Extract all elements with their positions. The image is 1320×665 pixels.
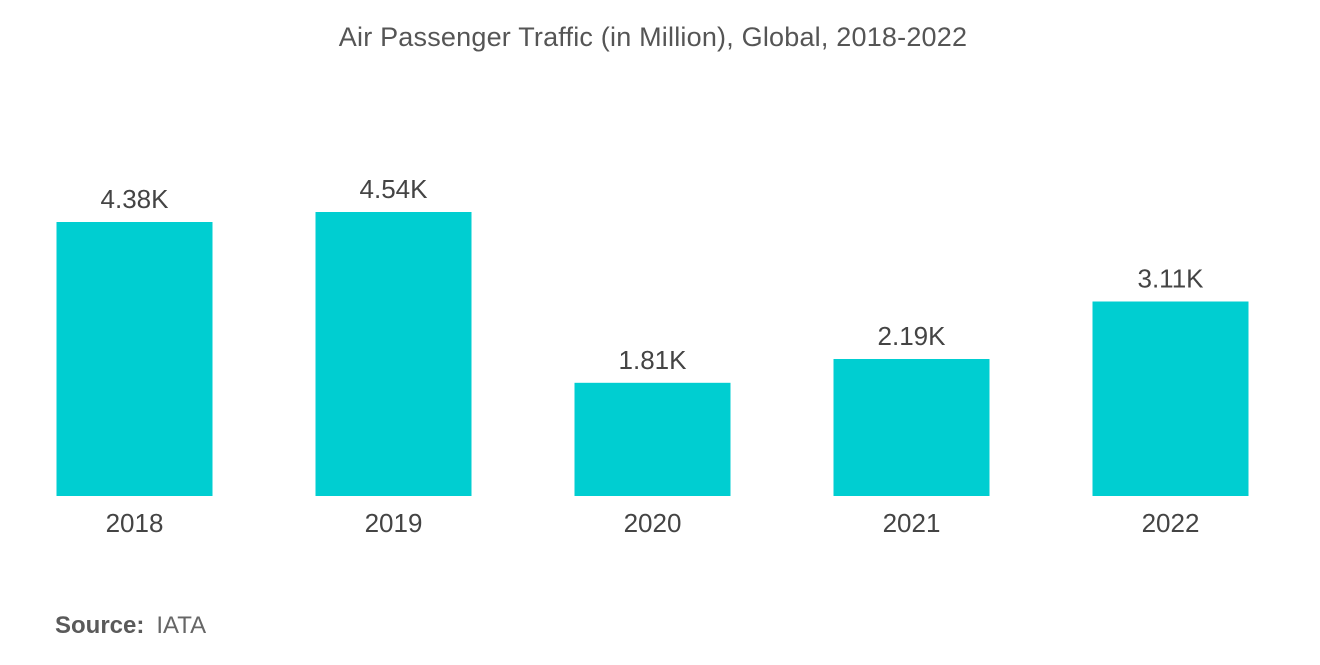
bar-2019 (315, 212, 472, 496)
x-tick-label-2022: 2022 (1142, 508, 1200, 538)
bar-2021 (833, 359, 990, 496)
bar-2020 (574, 382, 731, 496)
data-label-2021: 2.19K (878, 321, 947, 351)
data-label-2019: 4.54K (360, 174, 429, 204)
x-tick-label-2020: 2020 (624, 508, 682, 538)
bar-2022 (1092, 301, 1249, 496)
source-note: Source: IATA (55, 612, 206, 640)
bar-2018 (56, 222, 213, 496)
chart-title: Air Passenger Traffic (in Million), Glob… (338, 22, 968, 52)
source-label: Source: (55, 612, 145, 639)
bar-chart: 4.38K 2018 4.54K 2019 1.81K 2020 2.19K 2021 3.11… (56, 174, 1249, 538)
source-value: IATA (156, 612, 207, 639)
data-label-2020: 1.81K (619, 345, 688, 375)
x-tick-label-2018: 2018 (106, 508, 164, 538)
x-tick-label-2021: 2021 (883, 508, 941, 538)
data-label-2022: 3.11K (1137, 264, 1204, 294)
data-label-2018: 4.38K (101, 184, 170, 214)
x-tick-label-2019: 2019 (365, 508, 423, 538)
